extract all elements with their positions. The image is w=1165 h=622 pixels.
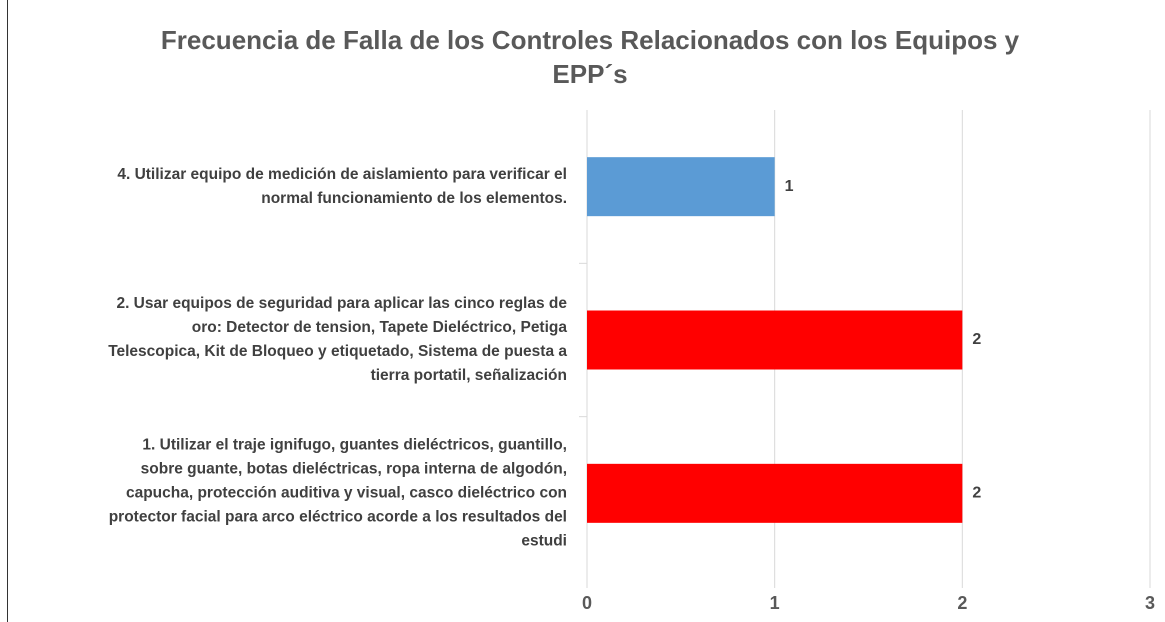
x-tick-label: 0	[582, 593, 592, 613]
y-tick-label: capucha, protección auditiva y visual, c…	[126, 484, 567, 501]
value-label: 2	[972, 485, 981, 502]
frame	[7, 0, 8, 622]
bar	[587, 463, 963, 523]
y-tick-label: oro: Detector de tension, Tapete Dieléct…	[192, 319, 568, 336]
value-label: 1	[785, 178, 794, 195]
y-tick-label: protector facial para arco eléctrico aco…	[109, 508, 567, 525]
y-tick-label: tierra portatil, señalización	[371, 367, 567, 384]
bar	[587, 157, 775, 217]
value-label: 2	[972, 331, 981, 348]
x-tick-label: 2	[957, 593, 967, 613]
x-tick-label: 3	[1145, 593, 1155, 613]
y-tick-label: 1. Utilizar el traje ignifugo, guantes d…	[142, 436, 567, 453]
chart-title: EPP´s	[552, 59, 627, 89]
y-tick-label: Telescopica, Kit de Bloqueo y etiquetado…	[108, 343, 567, 360]
y-tick-label: normal funcionamiento de los elementos.	[261, 190, 567, 207]
y-tick-label: estudi	[521, 532, 567, 549]
y-tick-label: 2. Usar equipos de seguridad para aplica…	[116, 295, 567, 312]
x-tick-label: 1	[770, 593, 780, 613]
y-tick-label: 4. Utilizar equipo de medición de aislam…	[117, 166, 567, 183]
bar	[587, 310, 963, 370]
chart-title: Frecuencia de Falla de los Controles Rel…	[161, 25, 1020, 55]
y-tick-label: sobre guante, botas dieléctricas, ropa i…	[141, 460, 567, 477]
